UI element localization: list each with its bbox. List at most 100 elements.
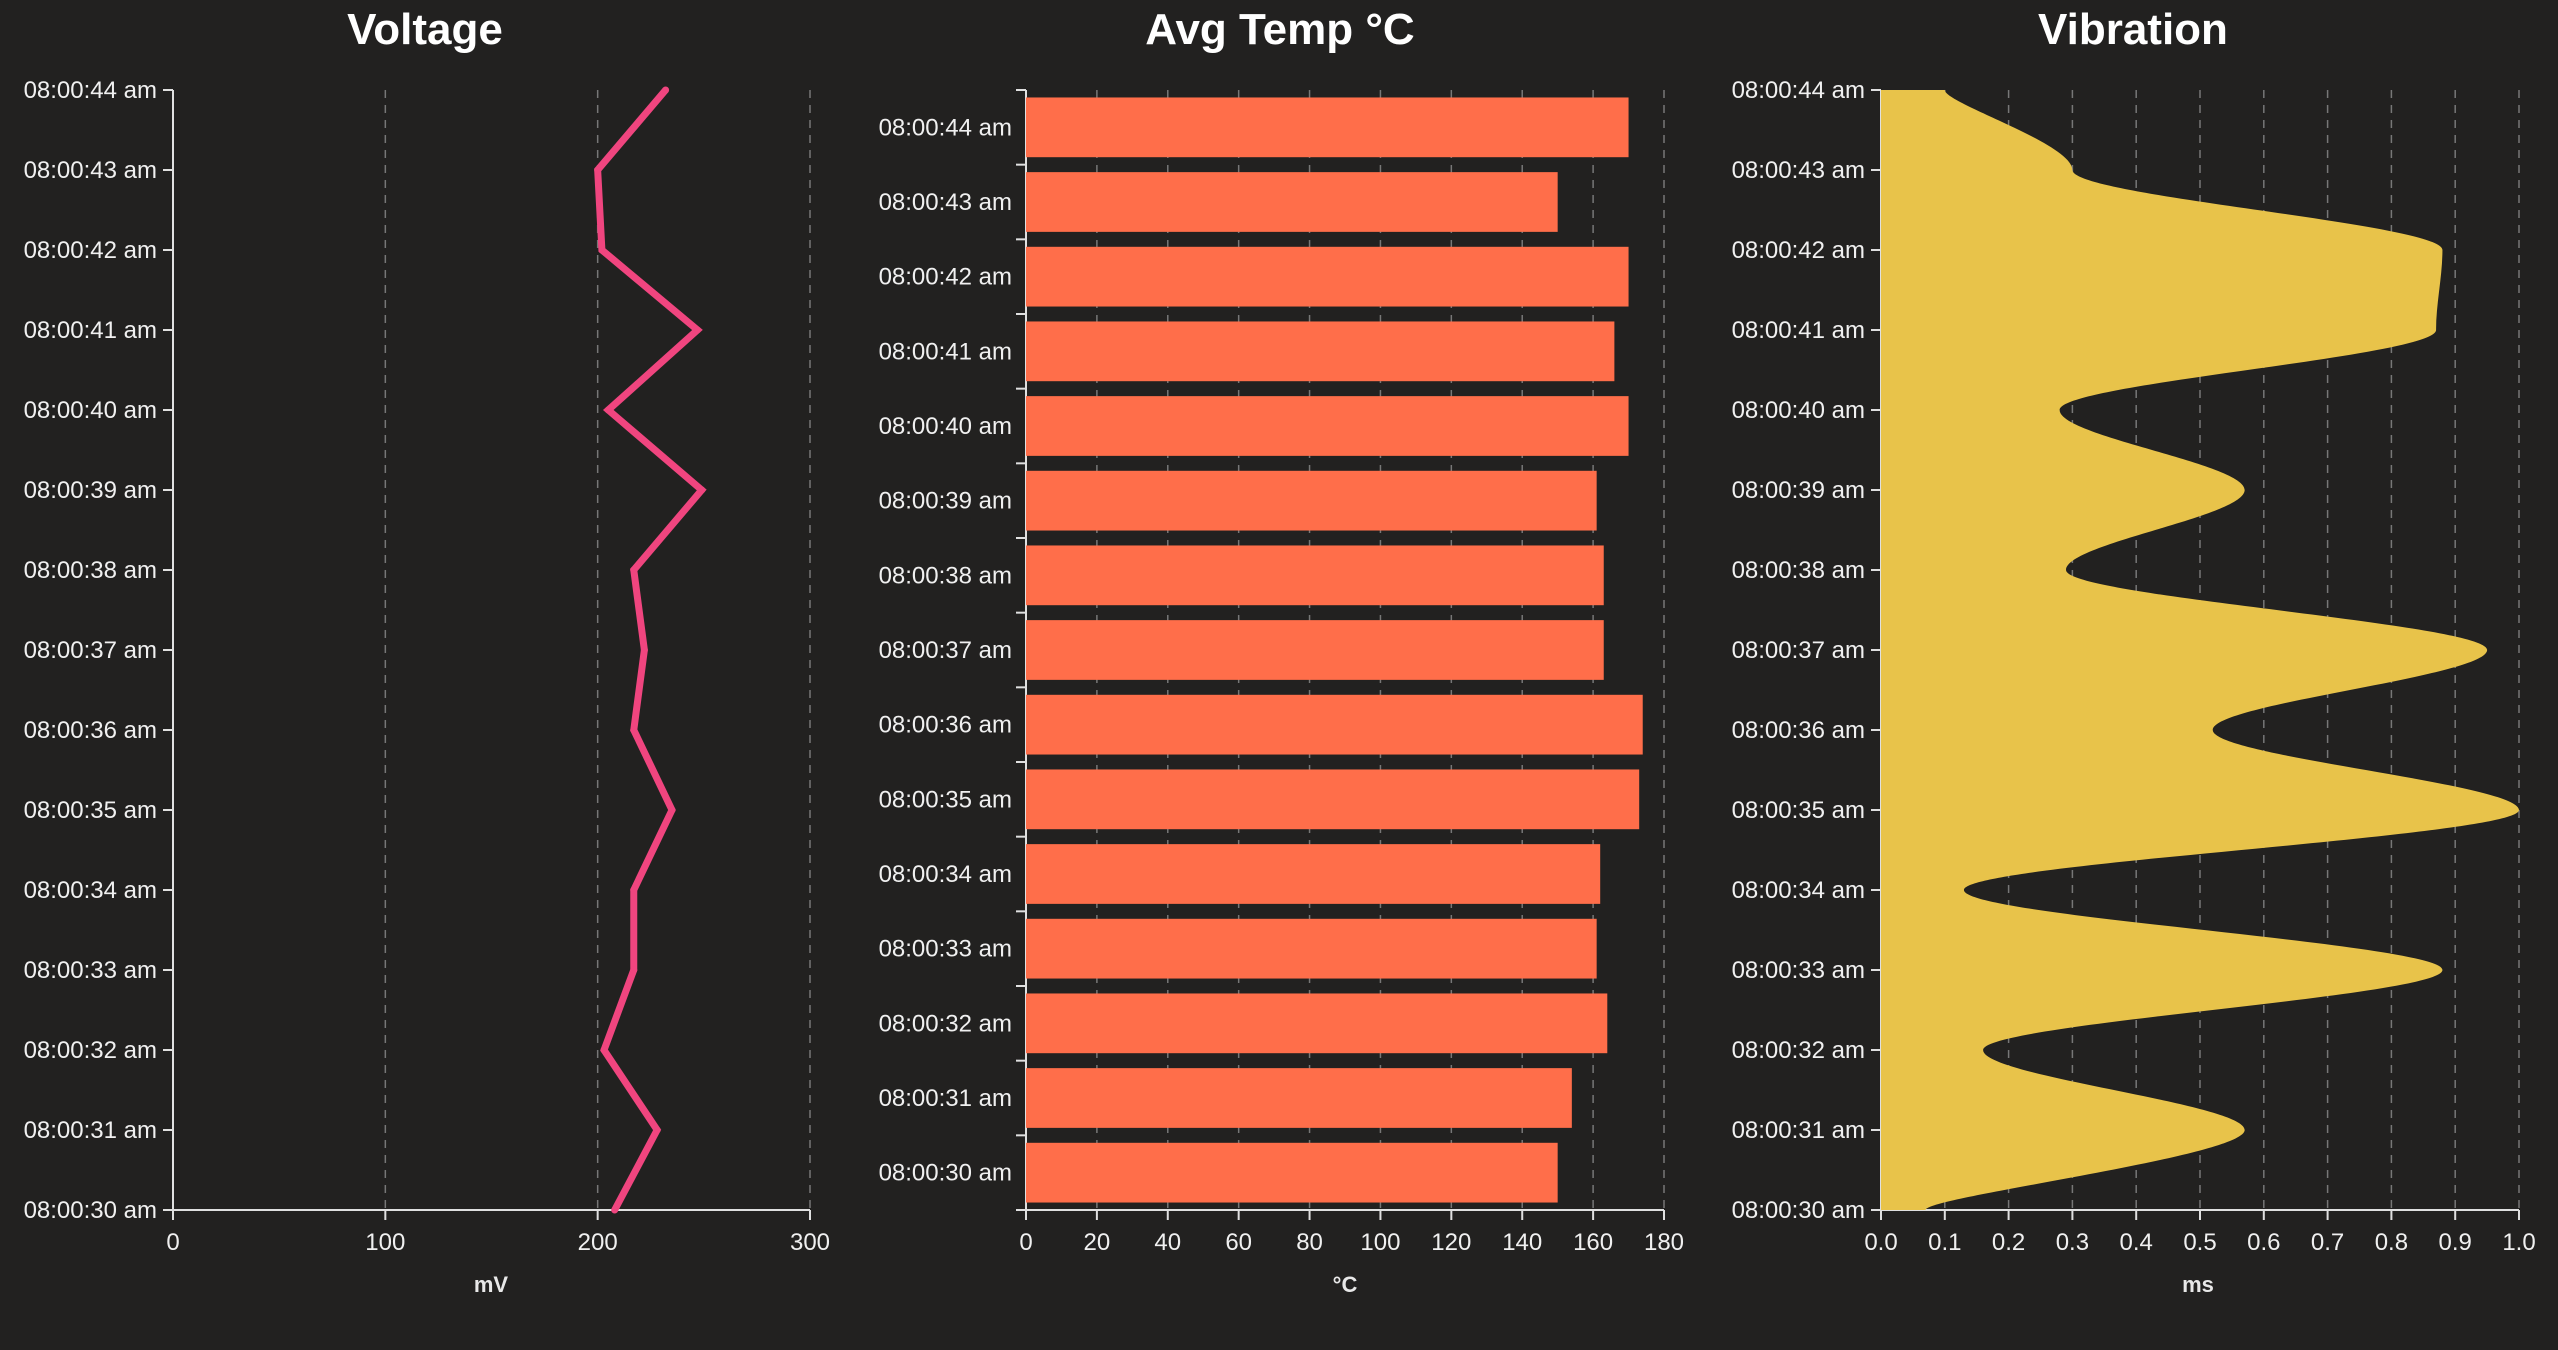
voltage-marks xyxy=(594,86,707,1214)
y-tick-label: 08:00:40 am xyxy=(1732,397,1865,424)
vibration-x-axis-title: ms xyxy=(2182,1272,2214,1297)
y-tick-label: 08:00:30 am xyxy=(879,1160,1012,1187)
x-tick-label: 0.1 xyxy=(1928,1229,1961,1256)
voltage-chart-title: Voltage xyxy=(347,5,503,54)
voltage-x-axis-title: mV xyxy=(474,1272,509,1297)
temp-bar xyxy=(1026,1142,1558,1203)
x-tick-label: 120 xyxy=(1431,1229,1471,1256)
voltage-point xyxy=(630,886,638,894)
temp-bar xyxy=(1026,172,1558,232)
vibration-x-axis: 0.0 0.1 0.2 0.3 0.4 0.5 0.6 0.7 0.8 0.9 1.0 xyxy=(1864,1209,2536,1256)
x-tick-label: 0.8 xyxy=(2375,1229,2408,1256)
y-tick-label: 08:00:33 am xyxy=(879,936,1012,963)
x-tick-label: 40 xyxy=(1154,1229,1181,1256)
y-tick-label: 08:00:38 am xyxy=(1732,557,1865,584)
y-tick-label: 08:00:33 am xyxy=(24,957,157,984)
y-tick-label: 08:00:37 am xyxy=(1732,637,1865,664)
y-tick-label: 08:00:34 am xyxy=(1732,877,1865,904)
temp-bar xyxy=(1026,769,1640,830)
voltage-point xyxy=(600,1046,608,1054)
temp-bar xyxy=(1026,396,1629,456)
x-tick-label: 0.7 xyxy=(2311,1229,2344,1256)
x-tick-label: 160 xyxy=(1573,1229,1613,1256)
x-tick-label: 0.4 xyxy=(2120,1229,2153,1256)
vibration-marks xyxy=(1881,89,2520,1211)
x-tick-label: 80 xyxy=(1296,1229,1323,1256)
y-tick-label: 08:00:38 am xyxy=(24,557,157,584)
voltage-point xyxy=(630,726,638,734)
x-tick-label: 300 xyxy=(790,1229,830,1256)
x-tick-label: 0.0 xyxy=(1864,1229,1897,1256)
voltage-point xyxy=(594,166,602,174)
temp-bar xyxy=(1026,246,1629,307)
y-tick-label: 08:00:35 am xyxy=(879,786,1012,813)
y-tick-label: 08:00:44 am xyxy=(879,114,1012,141)
y-tick-label: 08:00:37 am xyxy=(24,637,157,664)
y-tick-label: 08:00:43 am xyxy=(24,157,157,184)
temp-bar xyxy=(1026,470,1597,531)
x-tick-label: 0.5 xyxy=(2183,1229,2216,1256)
y-tick-label: 08:00:35 am xyxy=(1732,797,1865,824)
x-tick-label: 60 xyxy=(1225,1229,1252,1256)
y-tick-label: 08:00:44 am xyxy=(24,77,157,104)
temp-bar xyxy=(1026,918,1597,979)
y-tick-label: 08:00:44 am xyxy=(1732,77,1865,104)
avg-temp-x-axis-title: °C xyxy=(1333,1272,1358,1297)
x-tick-label: 0.3 xyxy=(2056,1229,2089,1256)
vibration-y-axis: 08:00:30 am 08:00:31 am 08:00:32 am 08:00:3… xyxy=(1732,77,1882,1224)
y-tick-label: 08:00:41 am xyxy=(1732,317,1865,344)
y-tick-label: 08:00:32 am xyxy=(24,1037,157,1064)
x-tick-label: 0.2 xyxy=(1992,1229,2025,1256)
vibration-chart: Vibration 08:00:30 am 08:00:31 am 08:00:32… xyxy=(1732,5,2536,1297)
y-tick-label: 08:00:42 am xyxy=(24,237,157,264)
y-tick-label: 08:00:42 am xyxy=(879,264,1012,291)
temp-bar xyxy=(1026,620,1604,680)
voltage-point xyxy=(640,646,648,654)
voltage-point xyxy=(653,1126,661,1134)
y-tick-label: 08:00:34 am xyxy=(879,861,1012,888)
y-tick-label: 08:00:39 am xyxy=(24,477,157,504)
voltage-chart: Voltage 08:00:30 am 08:00:31 am 08:00:32 a… xyxy=(24,5,830,1297)
voltage-point xyxy=(698,486,706,494)
voltage-line xyxy=(594,87,707,1212)
vibration-area xyxy=(1881,90,2519,1210)
x-tick-label: 180 xyxy=(1644,1229,1684,1256)
y-tick-label: 08:00:40 am xyxy=(24,397,157,424)
y-tick-label: 08:00:33 am xyxy=(1732,957,1865,984)
x-tick-label: 0.9 xyxy=(2439,1229,2472,1256)
y-tick-label: 08:00:41 am xyxy=(24,317,157,344)
y-tick-label: 08:00:31 am xyxy=(24,1117,157,1144)
x-tick-label: 0 xyxy=(166,1229,179,1256)
y-tick-label: 08:00:34 am xyxy=(24,877,157,904)
vibration-chart-title: Vibration xyxy=(2038,5,2228,54)
temp-bar xyxy=(1026,694,1643,755)
temp-bar xyxy=(1026,993,1608,1054)
y-tick-label: 08:00:39 am xyxy=(879,488,1012,515)
x-tick-label: 20 xyxy=(1084,1229,1111,1256)
y-tick-label: 08:00:30 am xyxy=(1732,1197,1865,1224)
voltage-point xyxy=(693,326,701,334)
y-tick-label: 08:00:30 am xyxy=(24,1197,157,1224)
x-tick-label: 0.6 xyxy=(2247,1229,2280,1256)
voltage-point xyxy=(611,1206,619,1214)
y-tick-label: 08:00:36 am xyxy=(1732,717,1865,744)
x-tick-label: 100 xyxy=(365,1229,405,1256)
temp-bar xyxy=(1026,97,1629,158)
y-tick-label: 08:00:37 am xyxy=(879,637,1012,664)
voltage-point xyxy=(662,86,670,94)
y-tick-label: 08:00:31 am xyxy=(1732,1117,1865,1144)
temp-bar xyxy=(1026,545,1604,606)
temp-bar xyxy=(1026,844,1601,904)
voltage-x-axis: 0 100 200 300 xyxy=(166,1209,830,1256)
y-tick-label: 08:00:38 am xyxy=(879,562,1012,589)
avg-temp-marks xyxy=(1026,97,1643,1203)
temp-bar xyxy=(1026,321,1615,382)
y-tick-label: 08:00:35 am xyxy=(24,797,157,824)
y-tick-label: 08:00:43 am xyxy=(879,189,1012,216)
avg-temp-x-axis: 0 20 40 60 80 100 120 140 160 180 xyxy=(1019,1209,1684,1256)
voltage-grid xyxy=(384,90,811,1210)
voltage-point xyxy=(598,246,606,254)
y-tick-label: 08:00:41 am xyxy=(879,338,1012,365)
